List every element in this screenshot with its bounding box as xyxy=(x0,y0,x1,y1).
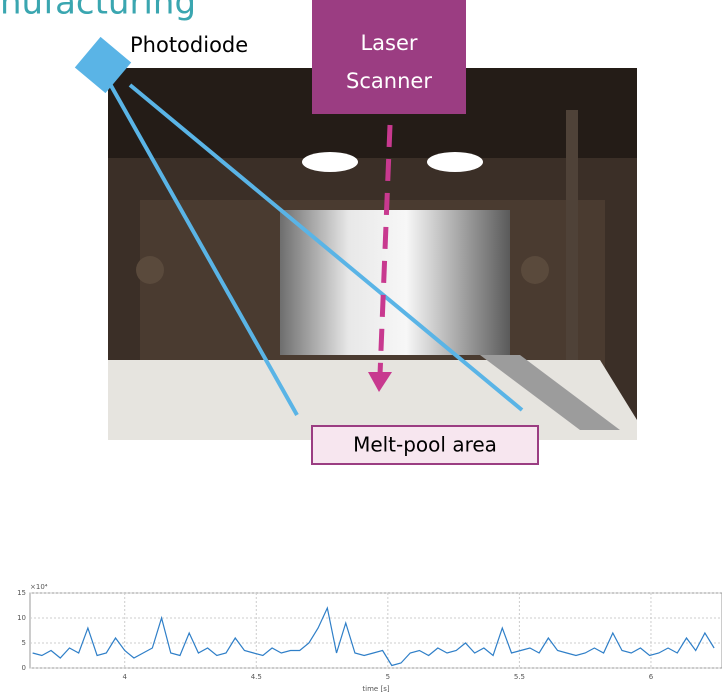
laser-scanner-box xyxy=(312,0,466,114)
y-tick-label: 10 xyxy=(17,614,26,622)
y-tick-label: 15 xyxy=(17,589,26,597)
y-tick-label: 0 xyxy=(22,664,26,672)
photo xyxy=(108,68,637,440)
x-tick-label: 5.5 xyxy=(514,673,525,681)
laser-scanner-label: Laser xyxy=(360,31,417,55)
x-axis-label: time [s] xyxy=(362,685,389,693)
page: nufacturing Photodiode Laser Scanner Mel… xyxy=(0,0,722,696)
slide-title: nufacturing xyxy=(0,0,196,23)
laser-scanner-label: Scanner xyxy=(346,69,432,93)
slide: nufacturing Photodiode Laser Scanner Mel… xyxy=(0,0,722,696)
y-exponent-label: ×10⁴ xyxy=(30,583,48,591)
photodiode-label: Photodiode xyxy=(130,33,248,57)
x-tick-label: 4 xyxy=(122,673,127,681)
melt-pool-label: Melt-pool area xyxy=(353,433,497,457)
x-tick-label: 6 xyxy=(649,673,654,681)
chart: 0 5 10 15 4 4.5 5 5.5 6 ×10⁴ time [s] xyxy=(17,583,722,693)
x-tick-label: 4.5 xyxy=(251,673,262,681)
y-tick-label: 5 xyxy=(22,639,26,647)
x-tick-label: 5 xyxy=(386,673,390,681)
plot-area xyxy=(30,593,722,668)
